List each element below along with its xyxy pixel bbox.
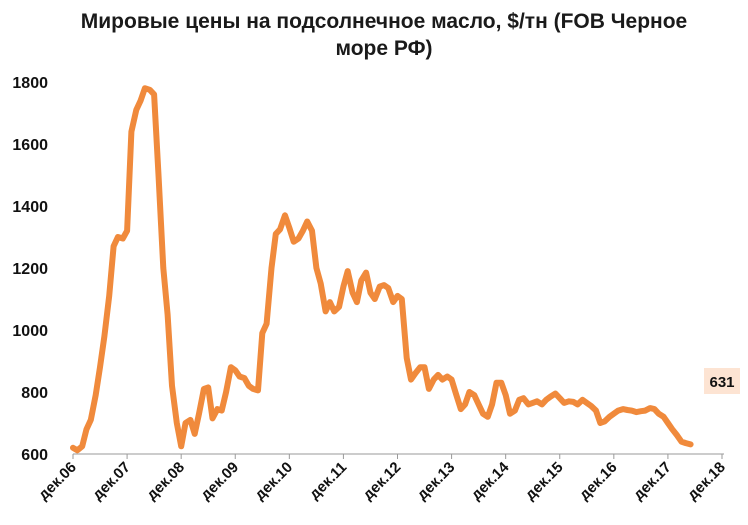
x-tick-label: дек.10 — [251, 459, 296, 504]
y-tick-label: 1200 — [12, 261, 48, 278]
y-tick-label: 800 — [21, 385, 48, 402]
y-tick-label: 1600 — [12, 137, 48, 154]
last-value-label: 631 — [709, 374, 734, 391]
x-tick-label: дек.16 — [576, 459, 621, 504]
x-tick-label: дек.14 — [468, 458, 513, 503]
series-layer — [70, 85, 694, 454]
y-tick-label: 1800 — [12, 75, 48, 92]
x-tick-label: дек.17 — [630, 459, 675, 504]
x-tick-label: дек.15 — [522, 459, 567, 504]
y-tick-label: 1400 — [12, 199, 48, 216]
x-tick-label: дек.12 — [360, 459, 405, 504]
last-value-box — [704, 368, 740, 394]
x-tick-label: дек.09 — [197, 459, 242, 504]
chart-title-line-2: море РФ) — [335, 37, 432, 60]
series-line-0 — [70, 85, 694, 454]
x-tick-label: дек.08 — [143, 459, 188, 504]
y-tick-label: 600 — [21, 447, 48, 464]
y-tick-label: 1000 — [12, 323, 48, 340]
chart-title-line-1: Мировые цены на подсолнечное масло, $/тн… — [81, 10, 687, 33]
x-tick-label: дек.13 — [414, 459, 459, 504]
x-tick-label: дек.06 — [35, 459, 80, 504]
x-tick-label: дек.07 — [89, 459, 134, 504]
x-tick-label: дек.18 — [684, 459, 729, 504]
x-tick-label: дек.11 — [306, 459, 350, 503]
last-value-callout: 631 — [704, 368, 740, 394]
x-axis: дек.06 дек.07 дек.08 дек.09 дек.10 дек.11 дек.… — [35, 453, 729, 504]
y-axis-ticks: 600 800 1000 1200 1400 1600 1800 — [12, 75, 48, 464]
